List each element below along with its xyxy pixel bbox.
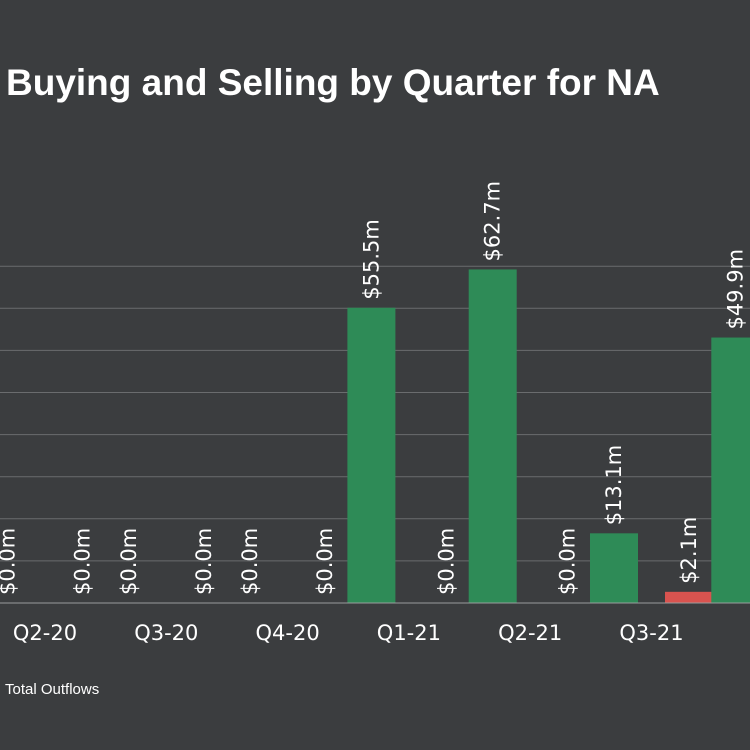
value-label: $49.9m bbox=[723, 249, 747, 330]
value-label: $2.1m bbox=[677, 517, 701, 584]
bars bbox=[347, 269, 750, 603]
bar-inflow bbox=[590, 533, 638, 603]
category-label: Q3-20 bbox=[134, 621, 198, 645]
category-label: Q2-20 bbox=[13, 621, 77, 645]
value-label: $0.0m bbox=[0, 528, 20, 595]
value-label: $62.7m bbox=[481, 181, 505, 262]
bar-outflow bbox=[665, 591, 713, 603]
value-label: $0.0m bbox=[313, 528, 337, 595]
value-label: $0.0m bbox=[117, 528, 141, 595]
value-label: $0.0m bbox=[71, 528, 95, 595]
bar-inflow bbox=[347, 307, 396, 603]
value-label: $0.0m bbox=[434, 528, 458, 595]
legend-label-outflows: Total Outflows bbox=[5, 681, 99, 698]
category-label: Q1-21 bbox=[377, 621, 441, 645]
value-label: $13.1m bbox=[602, 445, 626, 526]
value-label: $0.0m bbox=[192, 528, 216, 595]
bar-inflow bbox=[468, 269, 517, 603]
category-label: Q2-21 bbox=[498, 621, 562, 645]
value-label: $0.0m bbox=[238, 528, 262, 595]
category-label: Q4-20 bbox=[255, 621, 319, 645]
chart-title: Buying and Selling by Quarter for NA bbox=[6, 62, 660, 103]
bar-inflow bbox=[711, 337, 750, 603]
value-label: $0.0m bbox=[556, 528, 580, 595]
category-label: Q3-21 bbox=[619, 621, 683, 645]
value-labels: $0.0m $0.0m $0.0m $0.0m $0.0m $0.0m $55.5m $0.0… bbox=[0, 181, 747, 595]
value-label: $55.5m bbox=[359, 219, 383, 300]
